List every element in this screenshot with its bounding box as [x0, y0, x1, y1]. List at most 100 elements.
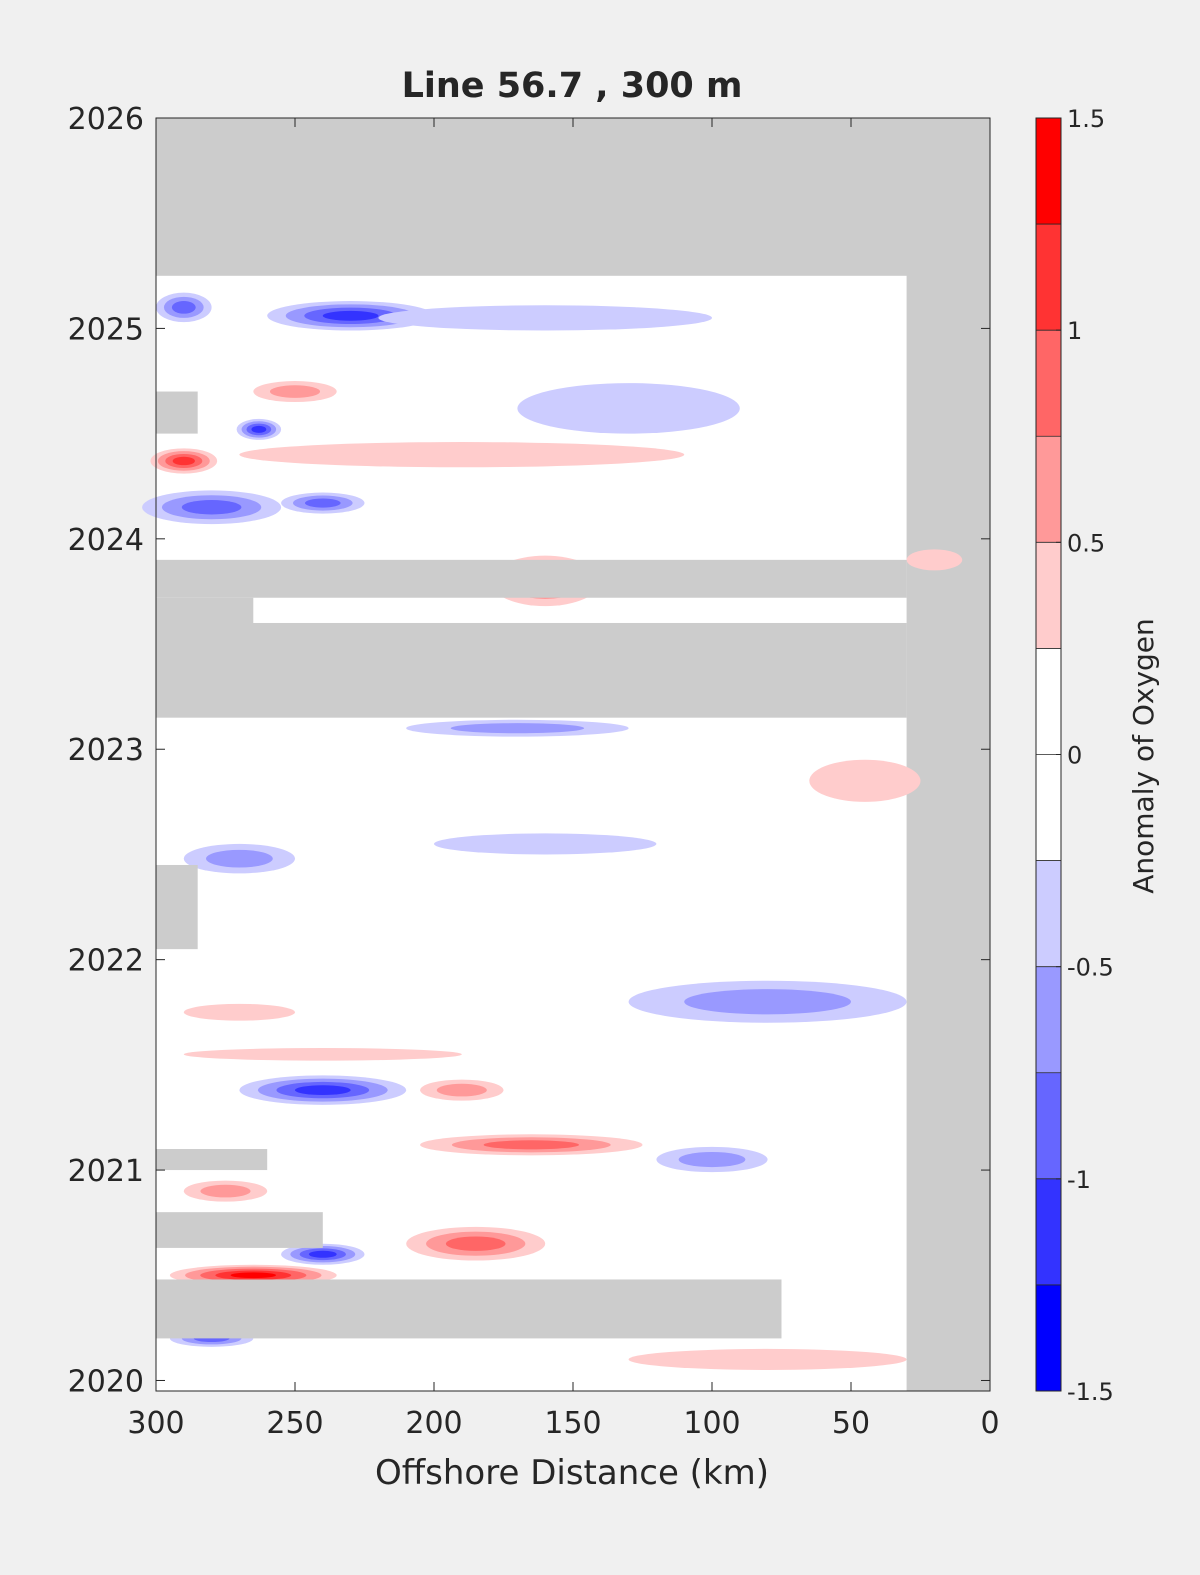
contour-level — [206, 849, 273, 868]
y-tick-label: 2024 — [68, 523, 144, 558]
anomaly-contour — [183, 1048, 462, 1061]
colorbar-tick-label: -1.5 — [1067, 1378, 1114, 1406]
anomaly-contour — [267, 301, 434, 331]
x-tick-label: 200 — [405, 1406, 462, 1441]
contour-level — [483, 1140, 579, 1150]
colorbar-tick-label: 1 — [1067, 317, 1082, 345]
contour-level — [678, 1151, 746, 1168]
y-axis: 2020 2021 2022 2023 2024 2025 2026 — [68, 102, 990, 1399]
anomaly-contour — [628, 1348, 907, 1370]
contour-level — [171, 301, 196, 314]
x-tick-label: 50 — [832, 1406, 870, 1441]
x-axis: 300 250 200 150 100 50 0 — [127, 118, 1000, 1441]
anomaly-contour — [378, 305, 712, 331]
anomaly-contour — [406, 719, 629, 737]
contour-level — [308, 1250, 337, 1258]
y-tick-label: 2020 — [68, 1364, 144, 1399]
anomaly-contour — [183, 1180, 268, 1202]
anomaly-contour — [239, 442, 685, 468]
y-tick-label: 2022 — [68, 944, 144, 979]
colorbar-tick-label: 1.5 — [1067, 105, 1105, 133]
contour-level — [628, 1348, 907, 1370]
anomaly-contour — [183, 843, 295, 874]
colorbar-tick-label: -0.5 — [1067, 954, 1114, 982]
x-tick-label: 300 — [127, 1406, 184, 1441]
anomaly-contour — [156, 292, 212, 323]
colorbar-swatch — [1036, 1284, 1061, 1391]
anomaly-contour — [517, 383, 740, 434]
colorbar-swatch — [1036, 754, 1061, 861]
missing-data-band — [156, 864, 198, 950]
contour-level — [809, 759, 921, 802]
anomaly-contour — [150, 448, 218, 474]
contour-level — [295, 1085, 351, 1096]
y-tick-label: 2025 — [68, 312, 144, 347]
contour-level — [517, 383, 740, 434]
anomaly-contour — [406, 1226, 546, 1261]
chart-title: Line 56.7 , 300 m — [402, 66, 743, 106]
contour-level — [906, 549, 963, 571]
anomaly-contour — [434, 833, 657, 855]
missing-data-band — [156, 391, 198, 434]
anomaly-contour — [281, 1243, 365, 1265]
anomaly-contour — [906, 549, 963, 571]
colorbar-swatch — [1036, 542, 1061, 649]
colorbar-swatch — [1036, 1072, 1061, 1179]
y-tick-label: 2021 — [68, 1154, 144, 1189]
colorbar-swatch — [1036, 118, 1061, 225]
anomaly-contour — [628, 980, 907, 1023]
colorbar-label: Anomaly of Oxygen — [1127, 618, 1160, 894]
colorbar-swatch — [1036, 224, 1061, 331]
contour-level — [322, 310, 379, 321]
anomaly-contour — [239, 1075, 407, 1105]
colorbar-tick-label: -1 — [1067, 1166, 1091, 1194]
colorbar-swatch — [1036, 436, 1061, 543]
contour-level — [251, 425, 267, 433]
colorbar-swatch — [1036, 1178, 1061, 1285]
missing-data-band — [156, 1279, 782, 1339]
contour-level — [684, 989, 851, 1015]
missing-data-band — [156, 1212, 323, 1248]
y-tick-label: 2026 — [68, 102, 144, 137]
contour-level — [183, 1003, 295, 1021]
anomaly-contour — [420, 1079, 504, 1101]
contour-level — [378, 305, 712, 331]
x-tick-label: 0 — [980, 1406, 999, 1441]
x-tick-label: 150 — [544, 1406, 601, 1441]
contour-level — [434, 833, 657, 855]
contour-level — [230, 1272, 277, 1279]
x-tick-label: 100 — [683, 1406, 740, 1441]
anomaly-contour — [281, 492, 365, 514]
contour-level — [450, 723, 585, 734]
y-tick-label: 2023 — [68, 733, 144, 768]
contour-level — [181, 500, 242, 515]
anomaly-contour — [183, 1003, 295, 1021]
contour-level — [200, 1184, 251, 1198]
colorbar-swatch — [1036, 860, 1061, 967]
missing-data-band — [156, 1149, 268, 1171]
anomaly-contour — [656, 1146, 768, 1173]
contour-level — [172, 456, 195, 466]
colorbar-swatch — [1036, 648, 1061, 755]
anomaly-contour — [142, 490, 282, 525]
anomaly-contour — [809, 759, 921, 802]
contour-level — [239, 442, 685, 468]
missing-data-band — [156, 559, 907, 598]
colorbar-swatch — [1036, 966, 1061, 1073]
contour-level — [183, 1048, 462, 1061]
contour-level — [436, 1083, 487, 1097]
missing-data-band — [156, 622, 907, 718]
x-axis-label: Offshore Distance (km) — [375, 1453, 769, 1493]
colorbar: -1.5 -1 -0.5 0 0.5 1 1.5 — [1035, 105, 1114, 1406]
x-tick-label: 250 — [266, 1406, 323, 1441]
colorbar-tick-label: 0.5 — [1067, 529, 1105, 557]
missing-data-band — [156, 597, 254, 623]
contour-level — [304, 498, 341, 508]
contour-level — [445, 1236, 506, 1251]
anomaly-contour — [236, 418, 282, 440]
anomaly-contour — [253, 381, 337, 403]
plot-area — [142, 117, 991, 1392]
contour-level — [269, 385, 321, 398]
colorbar-tick-label: 0 — [1067, 742, 1082, 770]
